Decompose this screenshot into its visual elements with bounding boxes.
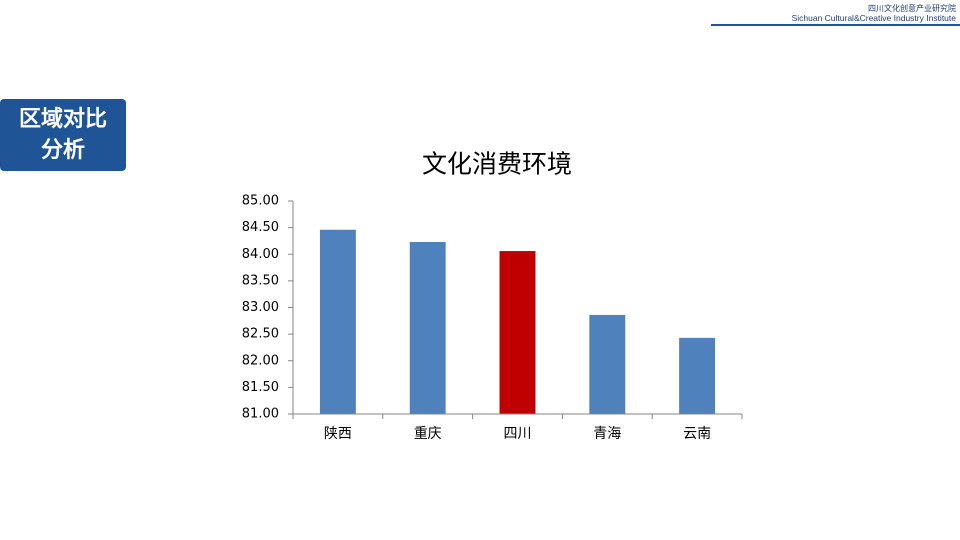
y-tick-label: 82.50 xyxy=(242,327,279,342)
y-tick-label: 81.00 xyxy=(242,407,279,422)
bar xyxy=(589,314,626,414)
x-tick-label: 重庆 xyxy=(414,426,442,442)
bar xyxy=(319,229,356,414)
y-tick-label: 82.00 xyxy=(242,353,279,368)
y-tick-label: 84.00 xyxy=(242,247,279,262)
y-tick-label: 83.00 xyxy=(242,300,279,315)
badge-line: 分析 xyxy=(40,138,85,163)
badge-line: 区域对比 xyxy=(18,107,107,132)
bar xyxy=(679,337,716,414)
y-tick-label: 85.00 xyxy=(242,194,279,209)
chart-title: 文化消费环境 xyxy=(422,150,572,179)
bar xyxy=(409,242,446,414)
x-tick-label: 陕西 xyxy=(324,426,352,442)
institute-name-en: Sichuan Cultural&Creative Industry Insti… xyxy=(791,13,956,23)
header-rule xyxy=(711,24,960,26)
x-tick-label: 云南 xyxy=(683,426,711,442)
bar xyxy=(499,251,536,414)
y-tick-label: 81.50 xyxy=(242,380,279,395)
y-tick-label: 83.50 xyxy=(242,273,279,288)
institute-name-cn: 四川文化创意产业研究院 xyxy=(868,4,956,13)
section-badge: 区域对比 分析 xyxy=(0,99,126,171)
x-tick-label: 四川 xyxy=(504,426,532,442)
x-tick-label: 青海 xyxy=(593,426,621,442)
y-tick-label: 84.50 xyxy=(242,220,279,235)
